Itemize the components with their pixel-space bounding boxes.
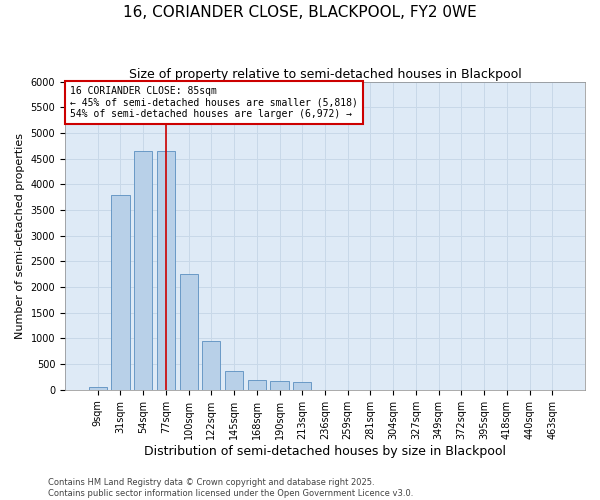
Text: 16 CORIANDER CLOSE: 85sqm
← 45% of semi-detached houses are smaller (5,818)
54% : 16 CORIANDER CLOSE: 85sqm ← 45% of semi-…: [70, 86, 358, 120]
Text: 16, CORIANDER CLOSE, BLACKPOOL, FY2 0WE: 16, CORIANDER CLOSE, BLACKPOOL, FY2 0WE: [123, 5, 477, 20]
Y-axis label: Number of semi-detached properties: Number of semi-detached properties: [15, 133, 25, 339]
Bar: [112, 194, 130, 390]
X-axis label: Distribution of semi-detached houses by size in Blackpool: Distribution of semi-detached houses by …: [144, 444, 506, 458]
Text: Contains HM Land Registry data © Crown copyright and database right 2025.
Contai: Contains HM Land Registry data © Crown c…: [48, 478, 413, 498]
Bar: [271, 381, 289, 390]
Title: Size of property relative to semi-detached houses in Blackpool: Size of property relative to semi-detach…: [128, 68, 521, 80]
Bar: [157, 151, 175, 390]
Bar: [225, 370, 243, 390]
Bar: [89, 388, 107, 390]
Bar: [293, 382, 311, 390]
Bar: [179, 274, 198, 390]
Bar: [202, 341, 220, 390]
Bar: [134, 151, 152, 390]
Bar: [248, 380, 266, 390]
